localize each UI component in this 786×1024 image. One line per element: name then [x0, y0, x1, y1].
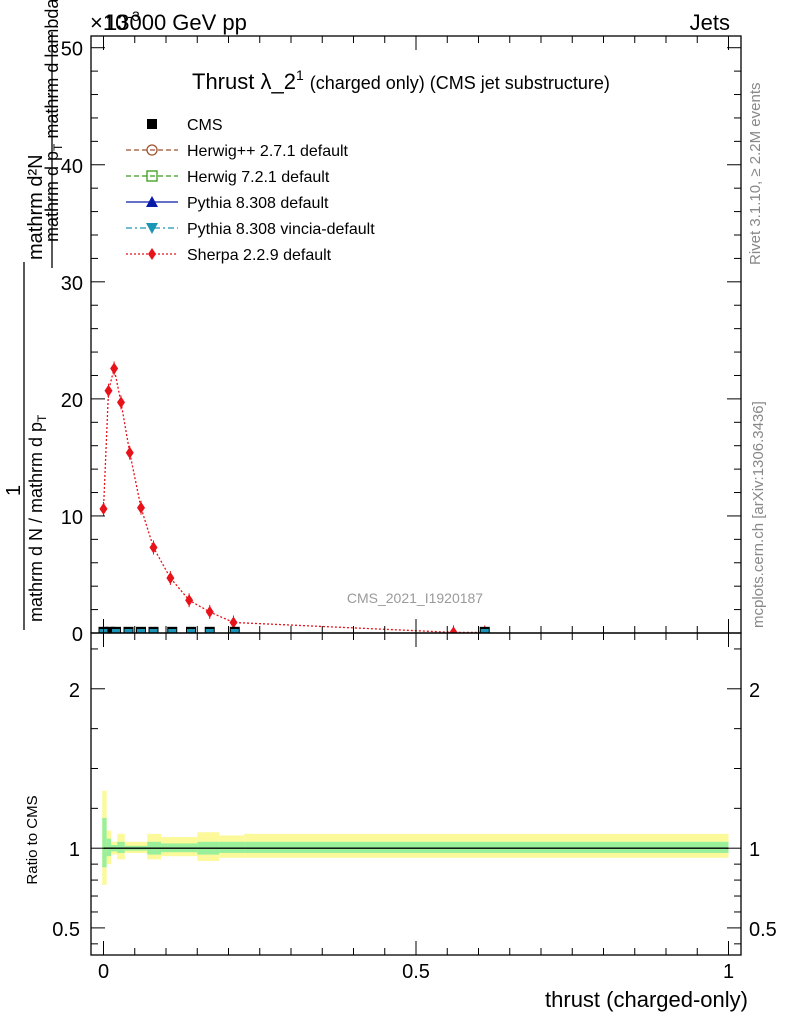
- mc-baseline-point-1: [112, 629, 120, 633]
- main-ytick-label-10: 10: [61, 507, 83, 529]
- x-axis-label: thrust (charged-only): [545, 987, 748, 1012]
- mc-baseline-point-5: [168, 629, 177, 633]
- y-label-prefactor-bottom: mathrm d N / mathrm d pT: [26, 414, 49, 622]
- main-ytick-label-30: 30: [61, 273, 83, 295]
- ratio-ytick-label-left-0.5: 0.5: [52, 919, 80, 941]
- exponent-label: ×10-3: [90, 8, 140, 35]
- ratio-band-green-8: [219, 841, 245, 853]
- mc-baseline-point-4: [149, 629, 158, 633]
- ratio-ytick-label-right-1: 1: [749, 839, 760, 861]
- legend-marker-pythia-8-308-vincia-default: [146, 223, 158, 234]
- tick-marks: [91, 36, 741, 955]
- legend: CMS Herwig++ 2.7.1 default Herwig 7.2.1 de…: [126, 117, 375, 264]
- point-sherpa-2-2-9-default-6: [149, 541, 158, 554]
- point-sherpa-2-2-9-default-9: [205, 605, 214, 618]
- mc-baseline-point-3: [137, 629, 145, 633]
- main-ytick-label-40: 40: [61, 156, 83, 178]
- main-ytick-label-20: 20: [61, 390, 83, 412]
- legend-label-sherpa-2-2-9-default: Sherpa 2.2.9 default: [187, 247, 332, 264]
- main-ytick-label-0: 0: [72, 624, 83, 646]
- mc-baseline-point-9: [480, 629, 489, 633]
- point-sherpa-2-2-9-default-7: [166, 571, 175, 584]
- point-sherpa-2-2-9-default-10: [229, 616, 238, 629]
- legend-marker-cms: [147, 119, 157, 129]
- point-cms-1: [104, 626, 115, 633]
- ratio-ytick-label-left-2: 2: [69, 680, 80, 702]
- point-sherpa-2-2-9-default-11: [449, 626, 458, 633]
- legend-marker-sherpa-2-2-9-default: [148, 248, 156, 260]
- ratio-y-axis-label: Ratio to CMS: [24, 795, 41, 884]
- point-sherpa-2-2-9-default-3: [117, 396, 125, 409]
- rivet-label: Rivet 3.1.10, ≥ 2.2M events: [747, 83, 764, 266]
- ratio-bands: [102, 790, 729, 885]
- legend-label-herwig-7-2-1-default: Herwig 7.2.1 default: [187, 169, 330, 186]
- tick-labels: 0 10 20 30 40 50 0 0.5 1 0.5 0.5 1 1 2 2: [52, 39, 777, 983]
- point-sherpa-2-2-9-default-5: [137, 501, 145, 514]
- xtick-label-1: 1: [723, 961, 734, 983]
- watermark: CMS_2021_I1920187: [347, 590, 483, 606]
- ratio-ytick-label-right-0.5: 0.5: [749, 919, 777, 941]
- legend-marker-herwig-2-7-1-default: [146, 144, 158, 156]
- ratio-band-green-1: [106, 838, 111, 857]
- mc-baseline-point-2: [124, 629, 133, 633]
- y-label-prefactor-top: 1: [3, 485, 25, 496]
- ratio-band-green-3: [117, 841, 125, 853]
- point-sherpa-2-2-9-default-4: [125, 446, 134, 459]
- mc-baseline-point-6: [187, 629, 195, 633]
- y-label-denominator: mathrm d pT mathrm d lambda: [42, 0, 65, 242]
- header-left: 13000 GeV pp: [105, 10, 247, 35]
- point-sherpa-2-2-9-default-2: [110, 362, 119, 375]
- ratio-ytick-label-left-1: 1: [69, 839, 80, 861]
- legend-label-pythia-8-308-vincia-default: Pythia 8.308 vincia-default: [187, 221, 375, 238]
- point-sherpa-2-2-9-default-1: [104, 384, 113, 397]
- ratio-ytick-label-right-2: 2: [749, 680, 760, 702]
- mc-baseline-point-7: [205, 629, 214, 633]
- legend-marker-herwig-7-2-1-default: [146, 170, 158, 182]
- legend-label-pythia-8-308-default: Pythia 8.308 default: [187, 195, 329, 212]
- legend-label-herwig-2-7-1-default: Herwig++ 2.7.1 default: [187, 143, 349, 160]
- point-sherpa-2-2-9-default-8: [185, 594, 194, 607]
- main-y-axis-label: mathrm d²N mathrm d pT mathrm d lambda 1…: [3, 0, 65, 630]
- xtick-label-0.5: 0.5: [402, 961, 430, 983]
- mcplots-label: mcplots.cern.ch [arXiv:1306.3436]: [750, 401, 767, 628]
- mc-baseline-point-8: [230, 629, 239, 633]
- point-sherpa-2-2-9-default-0: [99, 502, 108, 515]
- header-right: Jets: [690, 10, 730, 35]
- legend-marker-pythia-8-308-default: [146, 196, 158, 207]
- y-label-numerator: mathrm d²N: [25, 154, 47, 260]
- plot-title: Thrust λ_21 (charged only) (CMS jet subst…: [192, 67, 610, 94]
- xtick-label-0: 0: [98, 961, 109, 983]
- ratio-band-green-9: [244, 841, 729, 853]
- ratio-band-green-0: [102, 817, 107, 868]
- legend-label-cms: CMS: [187, 117, 223, 134]
- main-ytick-label-50: 50: [61, 39, 83, 61]
- ratio-frame: [90, 632, 742, 956]
